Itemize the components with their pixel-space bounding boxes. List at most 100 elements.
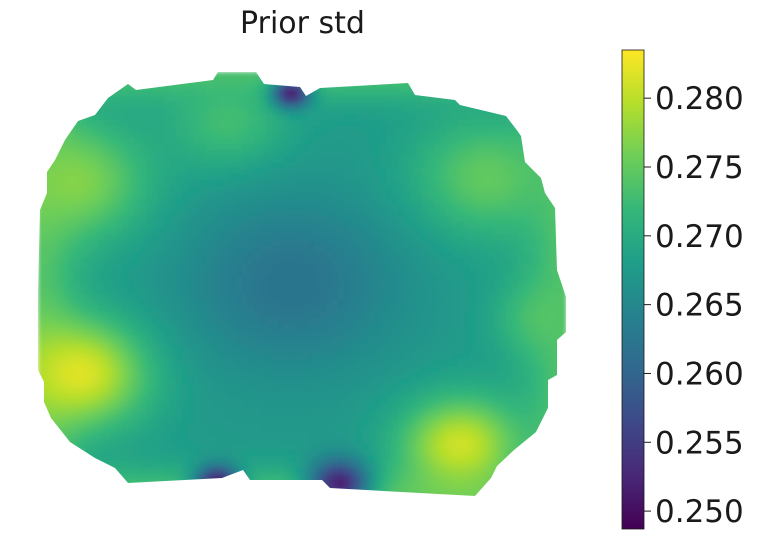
heatmap-cell [116,132,123,139]
heatmap-cell [236,174,243,181]
heatmap-cell [122,180,129,187]
heatmap-cell [182,132,189,139]
heatmap-cell [488,336,495,343]
heatmap-cell [254,234,261,241]
heatmap-cell [200,144,207,151]
heatmap-cell [206,108,213,115]
heatmap-cell [368,198,375,205]
heatmap-cell [488,186,495,193]
heatmap-cell [74,228,81,235]
heatmap-cell [428,156,435,163]
heatmap-cell [524,126,531,133]
heatmap-cell [140,270,147,277]
heatmap-cell [308,180,315,187]
heatmap-cell [272,234,279,241]
heatmap-cell [326,252,333,259]
heatmap-cell [536,246,543,253]
heatmap-cell [452,138,459,145]
heatmap-cell [80,126,87,133]
heatmap-cell [242,360,249,367]
heatmap-cell [362,84,369,91]
heatmap-cell [368,132,375,139]
heatmap-cell [554,360,561,367]
heatmap-cell [302,186,309,193]
heatmap-cell [356,342,363,349]
heatmap-cell [452,228,459,235]
heatmap-cell [542,114,549,121]
heatmap-cell [86,144,93,151]
heatmap-cell [488,372,495,379]
heatmap-cell [182,282,189,289]
heatmap-cell [86,96,93,103]
heatmap-cell [434,396,441,403]
heatmap-cell [140,102,147,109]
heatmap-cell [524,390,531,397]
heatmap-cell [476,96,483,103]
heatmap-cell [542,300,549,307]
heatmap-cell [260,312,267,319]
heatmap-cell [320,318,327,325]
heatmap-cell [128,390,135,397]
heatmap-cell [422,222,429,229]
heatmap-cell [548,294,555,301]
heatmap-cell [272,144,279,151]
heatmap-cell [452,114,459,121]
heatmap-cell [338,114,345,121]
heatmap-cell [68,132,75,139]
heatmap-cell [62,330,69,337]
heatmap-cell [410,162,417,169]
heatmap-cell [92,120,99,127]
heatmap-cell [254,126,261,133]
heatmap-cell [548,168,555,175]
heatmap-cell [122,312,129,319]
heatmap-cell [98,366,105,373]
heatmap-cell [416,174,423,181]
heatmap-cell [62,276,69,283]
heatmap-cell [506,120,513,127]
heatmap-cell [422,240,429,247]
heatmap-cell [392,246,399,253]
heatmap-cell [386,252,393,259]
heatmap-cell [308,396,315,403]
heatmap-cell [302,150,309,157]
heatmap-cell [518,132,525,139]
heatmap-cell [308,96,315,103]
heatmap-cell [440,246,447,253]
heatmap-cell [512,132,519,139]
heatmap-cell [62,234,69,241]
heatmap-cell [158,264,165,271]
heatmap-cell [398,372,405,379]
heatmap-cell [272,192,279,199]
heatmap-cell [482,240,489,247]
heatmap-cell [524,102,531,109]
heatmap-cell [140,246,147,253]
heatmap-cell [260,354,267,361]
heatmap-cell [92,210,99,217]
heatmap-cell [542,342,549,349]
heatmap-cell [266,288,273,295]
heatmap-cell [134,108,141,115]
heatmap-cell [230,210,237,217]
heatmap-cell [284,408,291,415]
heatmap-cell [404,114,411,121]
heatmap-cell [116,300,123,307]
heatmap-cell [74,318,81,325]
heatmap-cell [176,312,183,319]
heatmap-cell [506,174,513,181]
heatmap-cell [194,168,201,175]
heatmap-cell [434,120,441,127]
heatmap-cell [410,366,417,373]
heatmap-cell [380,402,387,409]
heatmap-cell [230,288,237,295]
heatmap-cell [440,126,447,133]
heatmap-cell [134,186,141,193]
heatmap-cell [320,348,327,355]
heatmap-cell [176,330,183,337]
heatmap-cell [128,258,135,265]
heatmap-cell [170,132,177,139]
heatmap-cell [392,306,399,313]
heatmap-cell [482,252,489,259]
heatmap-cell [86,288,93,295]
heatmap-cell [254,174,261,181]
heatmap-cell [194,144,201,151]
